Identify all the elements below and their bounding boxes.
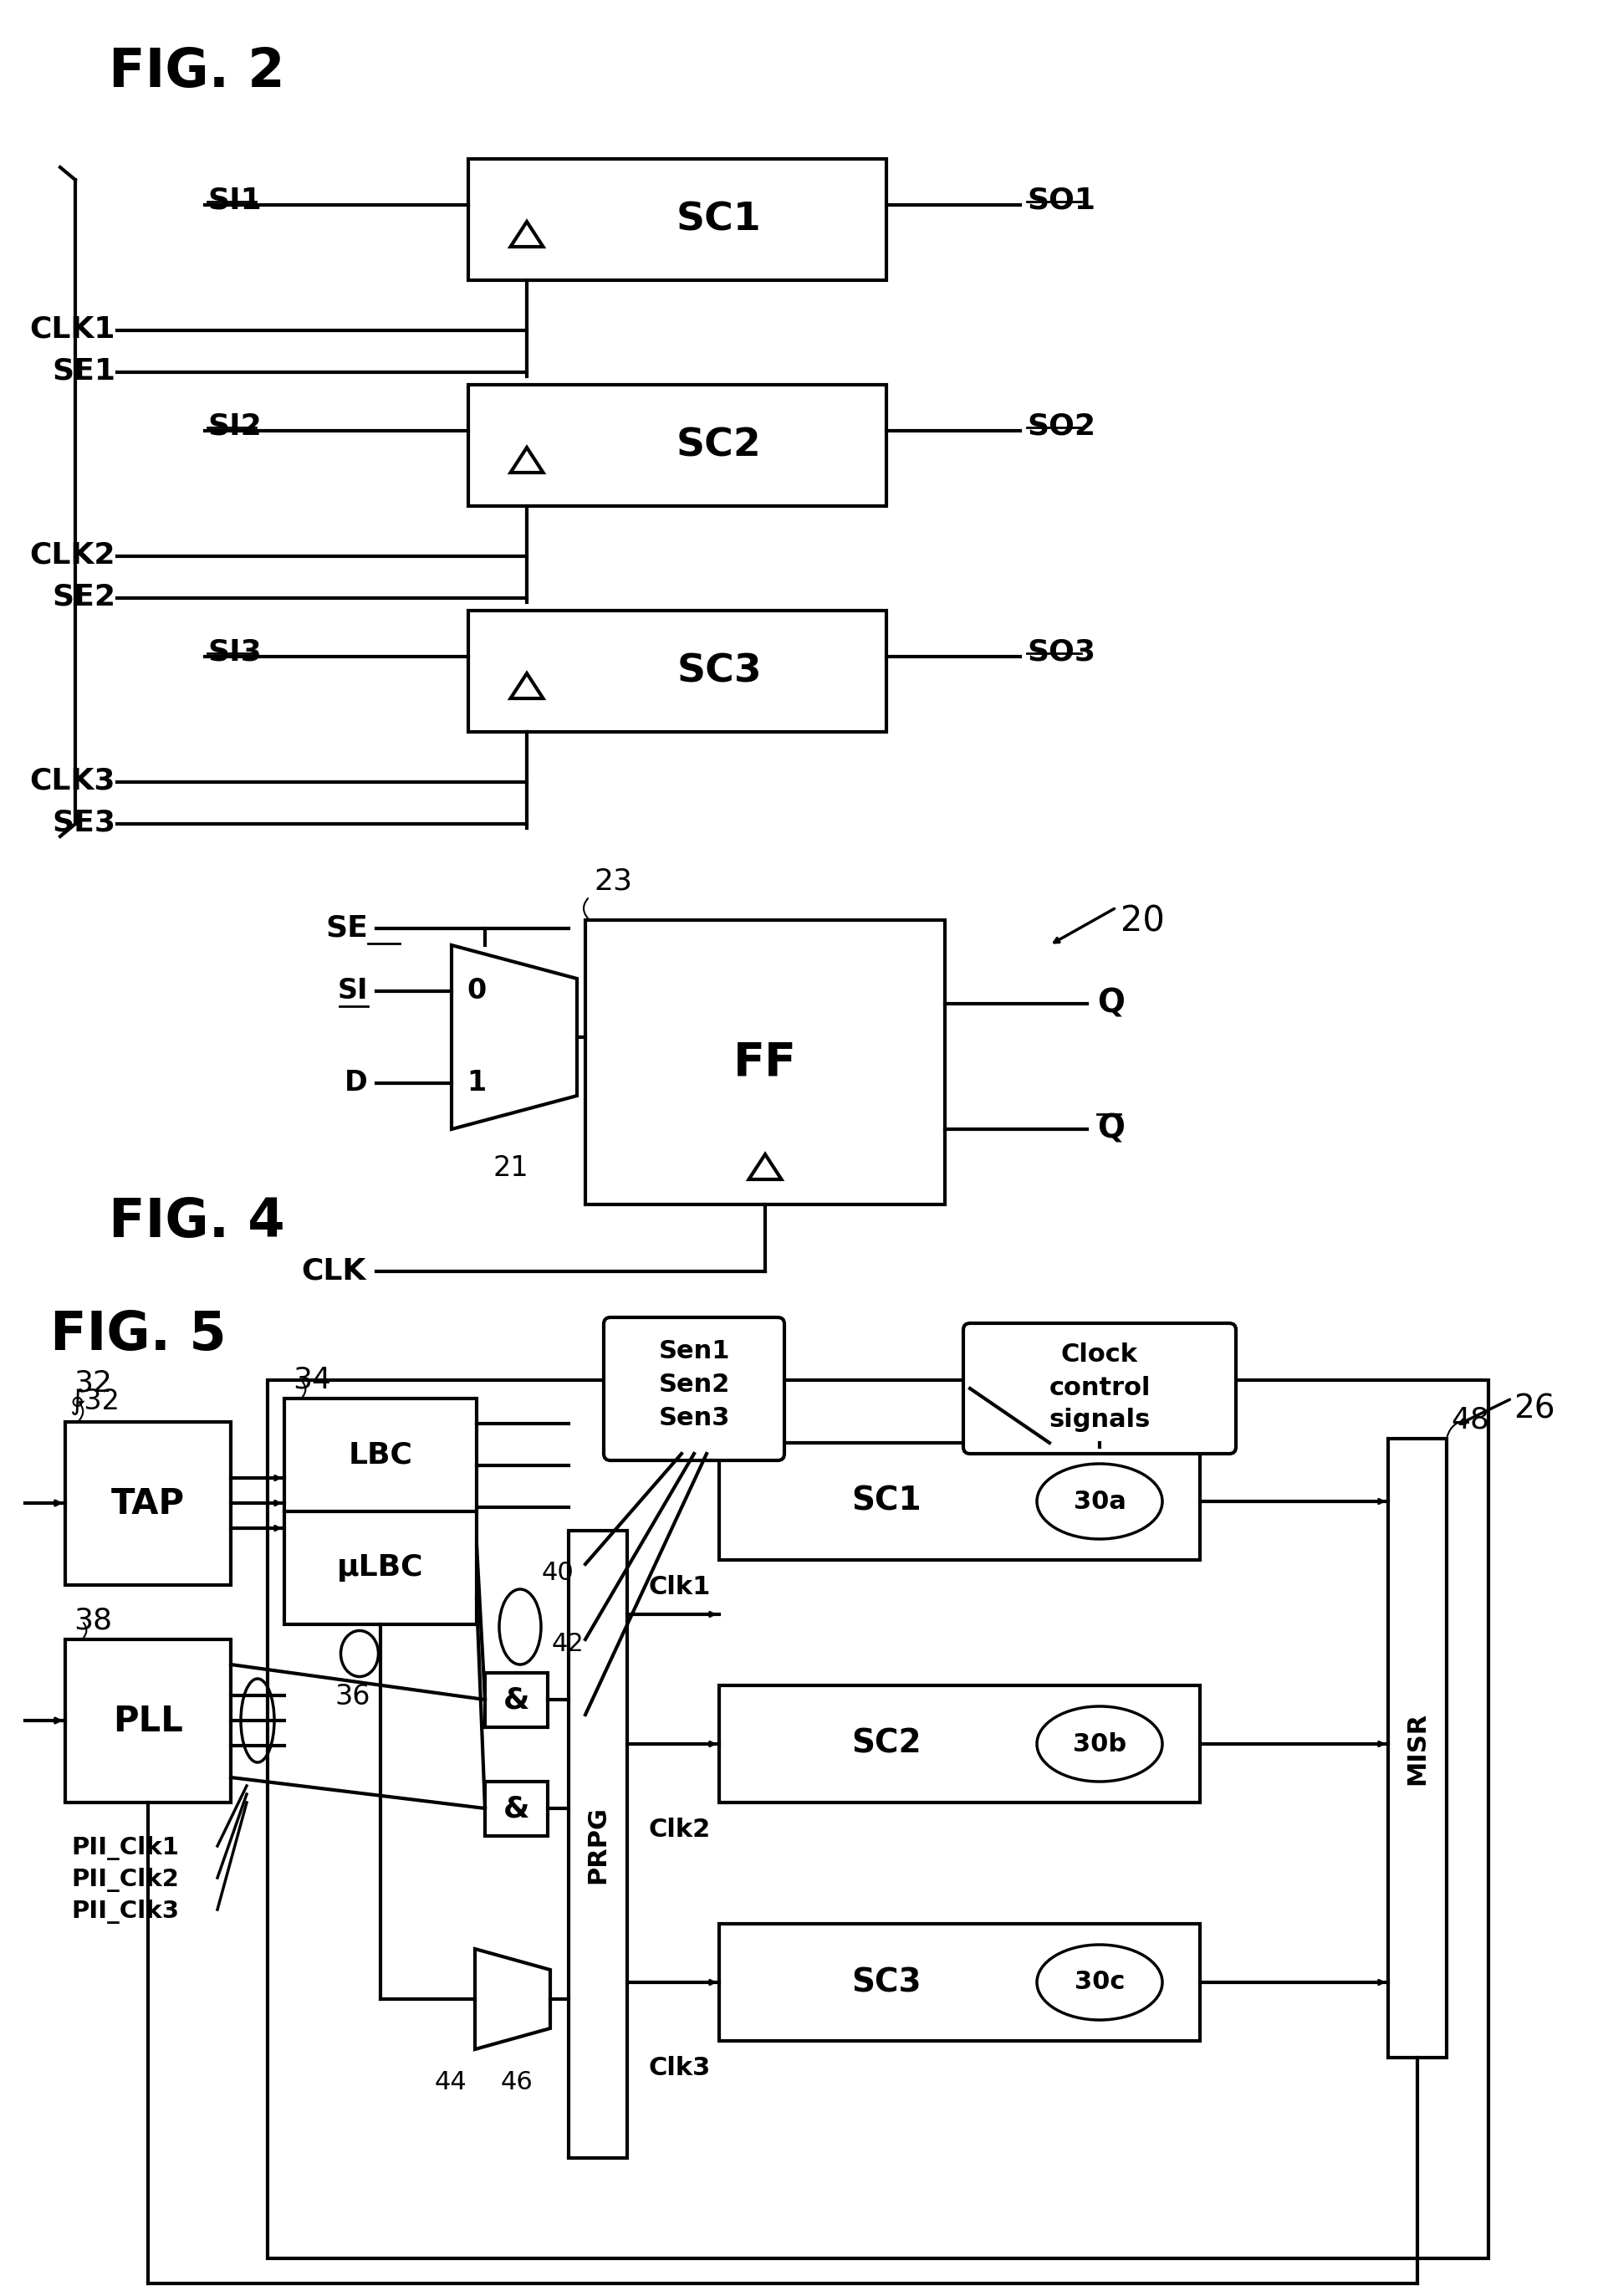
Text: ∲32: ∲32 (69, 1387, 120, 1414)
Text: Sen1: Sen1 (658, 1339, 730, 1364)
Text: 26: 26 (1513, 1394, 1555, 1424)
Text: 30a: 30a (1074, 1490, 1127, 1513)
Bar (719, 1685, 1200, 1802)
Text: SI: SI (337, 978, 368, 1006)
Text: SI3: SI3 (208, 638, 262, 666)
Text: PII_Clk2: PII_Clk2 (70, 1867, 179, 1892)
Text: Clk1: Clk1 (649, 1575, 711, 1600)
Text: SE: SE (326, 914, 368, 944)
Text: CLK3: CLK3 (30, 767, 115, 794)
Text: μLBC: μLBC (337, 1554, 423, 1582)
Bar (468, 611, 887, 732)
Text: PLL: PLL (113, 1704, 184, 1738)
Text: SO2: SO2 (1028, 413, 1096, 441)
Text: 30c: 30c (1074, 1970, 1125, 1995)
Text: 1: 1 (467, 1070, 486, 1097)
Text: 20: 20 (1120, 902, 1165, 939)
Text: CLK1: CLK1 (30, 315, 115, 342)
Text: 40: 40 (542, 1561, 574, 1584)
Text: SC1: SC1 (676, 200, 762, 239)
Text: Q: Q (1098, 987, 1125, 1019)
Bar (719, 1924, 1200, 2041)
Text: MISR: MISR (1405, 1711, 1430, 1784)
Text: TAP: TAP (112, 1486, 185, 1520)
Text: Clk3: Clk3 (649, 2055, 711, 2080)
Text: SO1: SO1 (1028, 186, 1096, 216)
Text: 23: 23 (594, 866, 633, 895)
Text: 36: 36 (334, 1683, 371, 1711)
Text: PRPG: PRPG (586, 1805, 610, 1883)
Bar (468, 158, 887, 280)
Text: SO3: SO3 (1028, 638, 1096, 666)
Text: 44: 44 (435, 2071, 467, 2094)
Bar (66, 1421, 230, 1584)
Text: D: D (345, 1070, 368, 1097)
Bar (1389, 1440, 1446, 2057)
Text: Clock: Clock (1061, 1343, 1138, 1366)
Text: &: & (503, 1685, 529, 1715)
Text: SC2: SC2 (676, 427, 762, 464)
Text: 48: 48 (1451, 1405, 1489, 1435)
Text: 21: 21 (494, 1155, 529, 1182)
Text: Clk2: Clk2 (649, 1818, 711, 1841)
Text: FF: FF (733, 1040, 797, 1084)
Bar (486, 1782, 548, 1837)
Bar (719, 1442, 1200, 1559)
Text: FIG. 5: FIG. 5 (50, 1309, 227, 1362)
FancyBboxPatch shape (604, 1318, 785, 1460)
Text: SE1: SE1 (51, 356, 115, 386)
Text: SI2: SI2 (208, 413, 262, 441)
Bar (585, 921, 944, 1205)
Text: FIG. 2: FIG. 2 (109, 46, 284, 99)
Text: SI1: SI1 (208, 186, 262, 216)
Bar (267, 1380, 1488, 2259)
Text: 32: 32 (74, 1368, 112, 1396)
Text: 46: 46 (500, 2071, 534, 2094)
Bar (284, 1398, 476, 1623)
Text: SE3: SE3 (51, 808, 115, 836)
Polygon shape (475, 1949, 550, 2050)
Text: SC3: SC3 (852, 1965, 922, 1998)
Text: &: & (503, 1795, 529, 1823)
Text: control: control (1048, 1375, 1151, 1401)
Text: Sen2: Sen2 (658, 1373, 730, 1396)
Text: CLK: CLK (302, 1258, 366, 1286)
Text: 34: 34 (292, 1366, 331, 1394)
Text: signals: signals (1048, 1407, 1151, 1433)
Ellipse shape (1037, 1945, 1162, 2020)
Text: Sen3: Sen3 (658, 1405, 730, 1430)
Text: 38: 38 (74, 1607, 112, 1635)
Text: SC2: SC2 (852, 1729, 922, 1759)
Text: 0: 0 (467, 978, 486, 1006)
Text: SE2: SE2 (51, 583, 115, 611)
Text: PII_Clk3: PII_Clk3 (70, 1899, 179, 1924)
Text: FIG. 4: FIG. 4 (109, 1196, 284, 1249)
Bar (486, 1674, 548, 1727)
Text: Q: Q (1098, 1114, 1125, 1146)
Bar (66, 1639, 230, 1802)
Bar (468, 386, 887, 505)
Text: SC3: SC3 (676, 652, 762, 691)
Text: 42: 42 (551, 1632, 585, 1655)
Text: LBC: LBC (348, 1440, 412, 1469)
Bar (569, 1531, 626, 2158)
Text: SC1: SC1 (852, 1486, 922, 1518)
Ellipse shape (1037, 1465, 1162, 1538)
FancyBboxPatch shape (964, 1322, 1235, 1453)
Ellipse shape (1037, 1706, 1162, 1782)
Text: PII_Clk1: PII_Clk1 (70, 1837, 179, 1860)
Text: CLK2: CLK2 (30, 540, 115, 569)
Text: 30b: 30b (1072, 1731, 1127, 1756)
Polygon shape (452, 946, 577, 1130)
